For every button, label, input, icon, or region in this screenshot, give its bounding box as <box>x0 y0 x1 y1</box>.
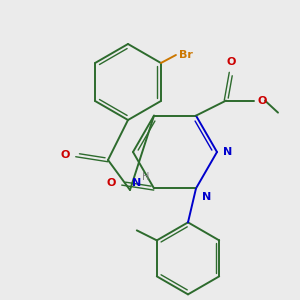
Text: O: O <box>226 57 236 67</box>
Text: N: N <box>132 178 141 188</box>
Text: O: O <box>61 150 70 160</box>
Text: Br: Br <box>179 50 193 60</box>
Text: O: O <box>106 178 116 188</box>
Text: H: H <box>142 172 149 182</box>
Text: O: O <box>257 96 266 106</box>
Text: N: N <box>223 147 232 157</box>
Text: N: N <box>202 192 211 203</box>
